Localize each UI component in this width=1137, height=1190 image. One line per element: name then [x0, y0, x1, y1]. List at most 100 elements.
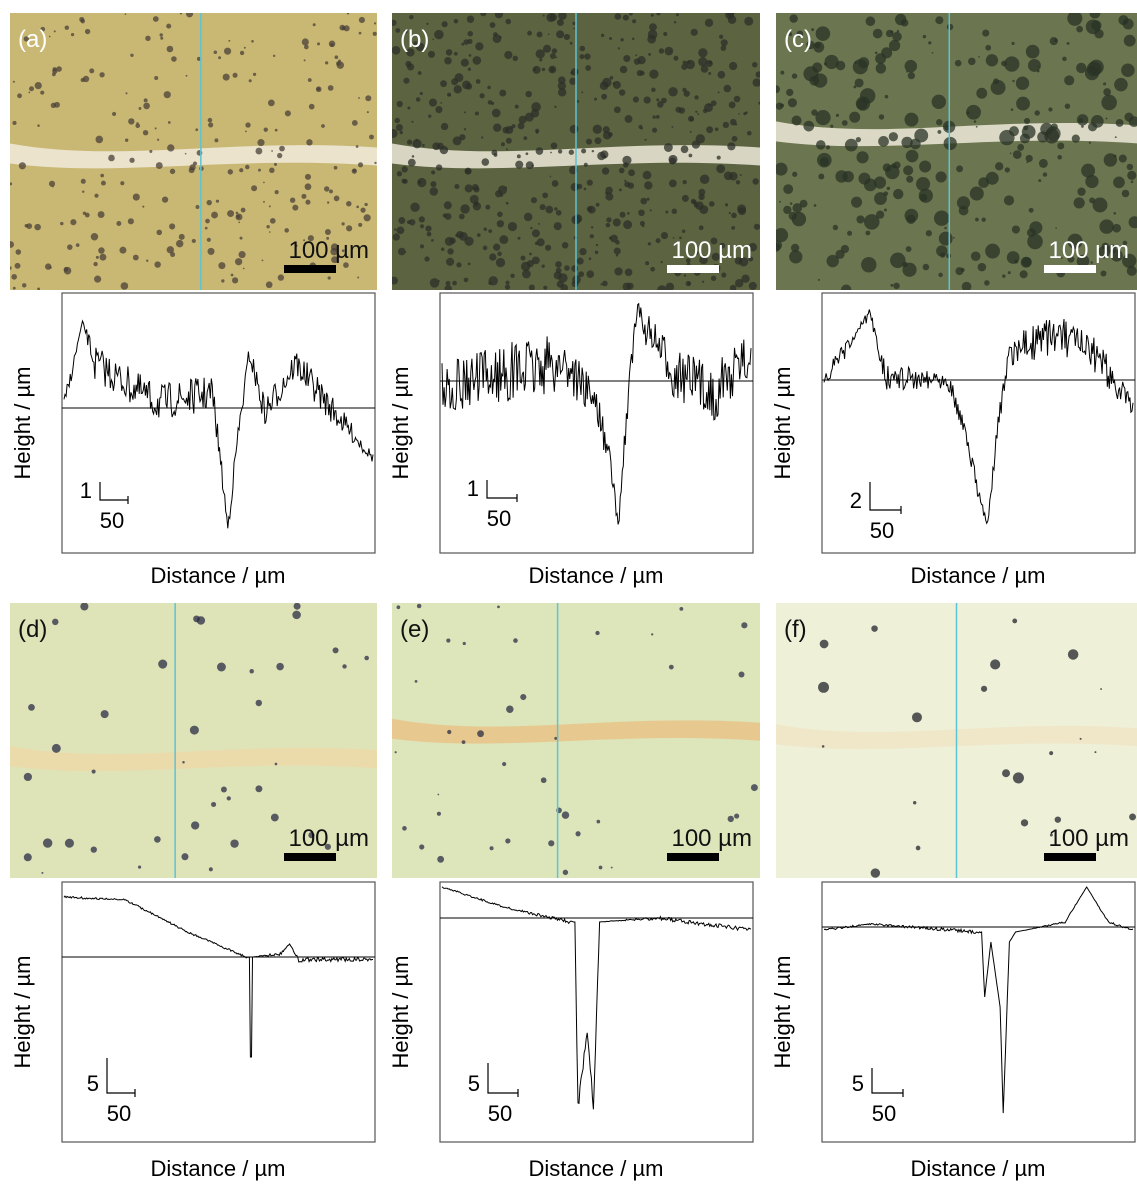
pore — [475, 79, 481, 84]
pore — [453, 51, 458, 56]
pore — [875, 53, 887, 65]
pore — [688, 153, 693, 158]
pore — [485, 204, 491, 210]
pore — [458, 213, 465, 220]
pore — [954, 59, 962, 67]
scale-y: 1 — [467, 476, 479, 501]
pore — [550, 151, 552, 154]
profile-line — [823, 886, 1134, 1114]
pore — [549, 175, 552, 178]
pore — [1121, 189, 1130, 198]
pore — [60, 221, 64, 226]
pore — [351, 119, 358, 126]
pore — [37, 124, 40, 127]
pore — [583, 162, 588, 167]
pore — [234, 258, 243, 266]
pore — [143, 102, 150, 110]
pore — [1054, 38, 1058, 43]
pore — [542, 14, 545, 17]
pore — [213, 50, 218, 54]
pore — [51, 72, 56, 77]
pore — [358, 97, 360, 99]
pore — [324, 843, 331, 850]
pore — [618, 89, 626, 96]
pore — [428, 114, 432, 118]
pore — [788, 32, 793, 37]
pore — [446, 638, 451, 643]
pore — [1009, 126, 1019, 137]
pore — [145, 35, 151, 42]
pore — [416, 603, 422, 609]
pore — [1067, 649, 1079, 660]
micrograph-bg — [10, 603, 377, 878]
pore — [520, 255, 526, 261]
pore — [700, 65, 709, 73]
pore — [489, 253, 497, 261]
pore — [981, 217, 986, 222]
pore — [824, 54, 839, 70]
pore — [710, 275, 717, 282]
pore — [95, 135, 104, 144]
pore — [15, 249, 22, 255]
micrograph — [10, 13, 377, 290]
pore — [1011, 41, 1015, 46]
pore — [748, 242, 758, 252]
pore — [728, 101, 736, 109]
pore — [558, 13, 567, 20]
pore — [977, 262, 987, 272]
pore — [738, 671, 745, 678]
pore — [513, 638, 518, 643]
y-axis-label: Height / µm — [10, 956, 35, 1069]
pore — [258, 168, 261, 172]
pore — [726, 13, 735, 17]
pore — [1076, 25, 1083, 33]
pore — [70, 33, 75, 37]
pore — [870, 868, 881, 878]
pore — [431, 170, 436, 175]
pore — [578, 271, 585, 278]
pore — [551, 48, 558, 54]
pore — [605, 191, 608, 195]
pore — [235, 211, 239, 215]
pore — [373, 22, 377, 25]
pore — [497, 605, 500, 609]
pore — [228, 39, 231, 42]
pore — [723, 171, 733, 181]
pore — [652, 115, 656, 119]
pore — [642, 225, 645, 228]
pore — [938, 231, 953, 246]
pore — [531, 229, 540, 238]
pore — [856, 151, 869, 164]
pore — [448, 94, 451, 97]
pore — [468, 54, 472, 57]
pore — [488, 281, 492, 285]
pore — [265, 281, 273, 289]
pore — [493, 123, 502, 132]
pore — [975, 217, 979, 222]
pore — [108, 154, 115, 162]
pore — [905, 149, 919, 163]
pore — [274, 762, 278, 766]
pore — [728, 211, 731, 215]
pore — [505, 838, 511, 844]
pore — [1122, 253, 1137, 268]
pore — [251, 185, 258, 192]
pore — [753, 223, 760, 230]
panel-label: (d) — [18, 616, 47, 643]
pore — [515, 160, 524, 169]
pore — [231, 277, 239, 284]
pore — [1011, 225, 1020, 234]
pore — [48, 180, 56, 187]
pore — [171, 56, 177, 62]
pore — [523, 212, 533, 222]
pore — [925, 230, 932, 237]
pore — [48, 35, 51, 38]
pore — [577, 183, 583, 190]
scale-marker — [486, 480, 518, 502]
pore — [818, 681, 830, 693]
pore — [239, 50, 245, 56]
pore — [417, 177, 427, 188]
pore — [364, 202, 368, 207]
pore — [776, 162, 788, 176]
pore — [500, 193, 504, 197]
